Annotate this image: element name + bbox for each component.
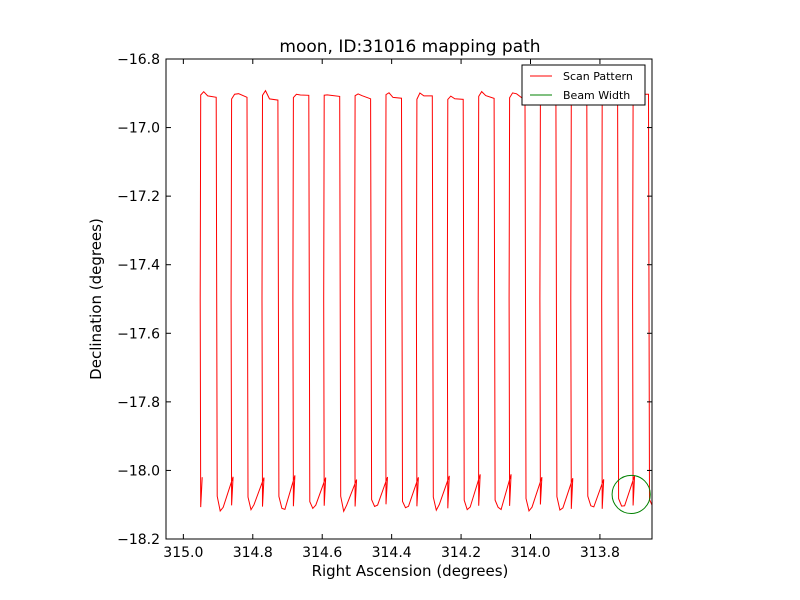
scan-pattern-line	[199, 89, 652, 513]
x-axis-label: Right Ascension (degrees)	[312, 562, 509, 580]
y-tick-label: −17.6	[117, 326, 160, 342]
y-tick-label: −17.2	[117, 189, 160, 205]
x-axis: 315.0 314.8 314.6 314.4 314.2 314.0 313.8	[163, 59, 620, 561]
y-tick-label: −16.8	[117, 52, 160, 68]
x-tick-label: 314.4	[372, 545, 412, 561]
beam-width-circle	[611, 474, 651, 515]
legend-label-scan-pattern: Scan Pattern	[563, 70, 633, 83]
x-tick-label: 314.6	[302, 545, 342, 561]
legend-label-beam-width: Beam Width	[563, 89, 630, 102]
y-tick-label: −17.0	[117, 121, 160, 137]
y-tick-label: −18.2	[117, 532, 160, 548]
x-tick-label: 313.8	[580, 545, 620, 561]
legend: Scan Pattern Beam Width	[521, 64, 646, 106]
y-axis: −16.8 −17.0 −17.2 −17.4 −17.6 −17.8 −18.0 −18.2	[117, 52, 652, 548]
x-tick-label: 314.8	[233, 545, 273, 561]
y-tick-label: −17.4	[117, 258, 160, 274]
x-tick-label: 315.0	[163, 545, 203, 561]
chart-title: moon, ID:31016 mapping path	[279, 37, 540, 57]
legend-box	[521, 64, 646, 106]
plot-area	[199, 89, 652, 515]
plot-frame	[165, 58, 653, 540]
y-tick-label: −17.8	[117, 395, 160, 411]
x-tick-label: 314.0	[510, 545, 550, 561]
y-tick-label: −18.0	[117, 463, 160, 479]
y-axis-label: Declination (degrees)	[87, 218, 105, 380]
x-tick-label: 314.2	[441, 545, 481, 561]
